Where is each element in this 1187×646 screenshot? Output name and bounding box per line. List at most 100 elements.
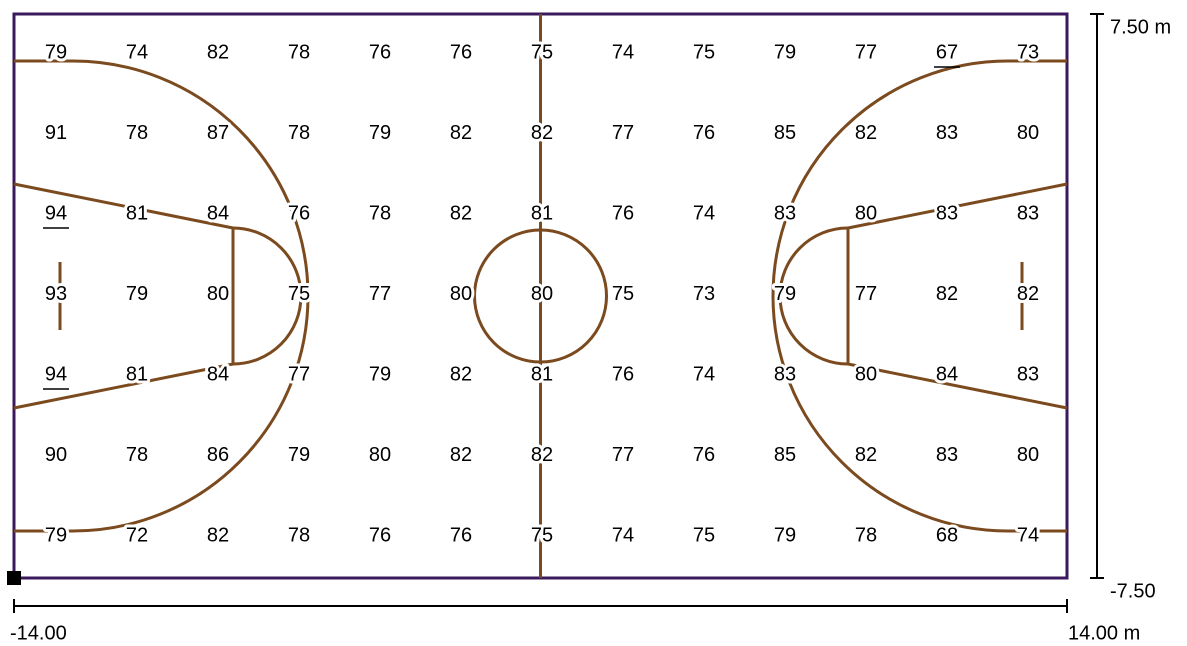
- illuminance-value: 82: [1017, 283, 1039, 305]
- illuminance-value: 76: [693, 122, 715, 144]
- illuminance-value: 81: [126, 202, 148, 224]
- illuminance-value: 84: [936, 363, 958, 385]
- illuminance-value: 85: [774, 122, 796, 144]
- illuminance-value: 77: [288, 363, 310, 385]
- illuminance-value: 81: [531, 202, 553, 224]
- illuminance-value: 76: [612, 363, 634, 385]
- illuminance-value: 77: [612, 444, 634, 466]
- illuminance-value: 76: [450, 524, 472, 546]
- illuminance-value: 80: [369, 444, 391, 466]
- illuminance-value: 82: [855, 444, 877, 466]
- illuminance-value: 78: [126, 122, 148, 144]
- illuminance-value: 86: [207, 444, 229, 466]
- illuminance-value: 82: [531, 444, 553, 466]
- illuminance-value: 77: [369, 283, 391, 305]
- illuminance-value: 68: [936, 524, 958, 546]
- illuminance-value: 79: [45, 41, 67, 63]
- x-left-label: -14.00: [10, 622, 67, 644]
- illuminance-value: 74: [126, 41, 148, 63]
- illuminance-value: 67: [936, 41, 958, 63]
- illuminance-value: 75: [693, 524, 715, 546]
- illuminance-value: 83: [936, 202, 958, 224]
- illuminance-value: 77: [855, 41, 877, 63]
- illuminance-value: 82: [936, 283, 958, 305]
- dimension-lines: [13, 13, 1104, 613]
- illuminance-value: 75: [531, 41, 553, 63]
- court-markings: [13, 14, 1068, 578]
- illuminance-value: 94: [45, 363, 67, 385]
- illuminance-value: 81: [531, 363, 553, 385]
- illuminance-value: 79: [126, 283, 148, 305]
- illuminance-value: 78: [126, 444, 148, 466]
- illuminance-value: 83: [936, 122, 958, 144]
- illuminance-value: 83: [1017, 202, 1039, 224]
- illuminance-value: 93: [45, 283, 67, 305]
- illuminance-value: 83: [774, 202, 796, 224]
- illuminance-value: 85: [774, 444, 796, 466]
- illuminance-value: 82: [531, 122, 553, 144]
- illuminance-value: 78: [288, 122, 310, 144]
- illuminance-value: 76: [450, 41, 472, 63]
- illuminance-value: 76: [693, 444, 715, 466]
- illuminance-value: 90: [45, 444, 67, 466]
- illuminance-value: 80: [855, 363, 877, 385]
- illuminance-value: 79: [774, 41, 796, 63]
- illuminance-value: 84: [207, 202, 229, 224]
- illuminance-value: 76: [288, 202, 310, 224]
- illuminance-value: 79: [288, 444, 310, 466]
- illuminance-value: 78: [369, 202, 391, 224]
- illuminance-value: 94: [45, 202, 67, 224]
- illuminance-value: 82: [450, 122, 472, 144]
- illuminance-value: 81: [126, 363, 148, 385]
- illuminance-value: 82: [207, 524, 229, 546]
- illuminance-value: 79: [369, 122, 391, 144]
- illuminance-value: 75: [288, 283, 310, 305]
- illuminance-value: 82: [855, 122, 877, 144]
- illuminance-value: 79: [774, 524, 796, 546]
- illuminance-value: 83: [936, 444, 958, 466]
- illuminance-value: 82: [450, 363, 472, 385]
- illuminance-value: 80: [450, 283, 472, 305]
- illuminance-value: 80: [531, 283, 553, 305]
- illuminance-value: 87: [207, 122, 229, 144]
- illuminance-value: 74: [693, 363, 715, 385]
- illuminance-value: 78: [288, 524, 310, 546]
- illuminance-value: 76: [369, 524, 391, 546]
- illuminance-value: 78: [855, 524, 877, 546]
- illuminance-value: 83: [1017, 363, 1039, 385]
- y-bottom-label: -7.50: [1110, 580, 1156, 602]
- illuminance-value: 82: [450, 444, 472, 466]
- illuminance-value: 79: [369, 363, 391, 385]
- illuminance-value: 74: [612, 524, 634, 546]
- illuminance-value: 80: [1017, 122, 1039, 144]
- illuminance-value: 83: [774, 363, 796, 385]
- illuminance-value: 72: [126, 524, 148, 546]
- illuminance-value: 74: [612, 41, 634, 63]
- illuminance-value: 91: [45, 122, 67, 144]
- illuminance-value: 73: [693, 283, 715, 305]
- illuminance-value: 75: [531, 524, 553, 546]
- illuminance-value: 82: [450, 202, 472, 224]
- illuminance-value: 82: [207, 41, 229, 63]
- illuminance-value: 77: [612, 122, 634, 144]
- illuminance-value: 80: [207, 283, 229, 305]
- illuminance-value: 80: [855, 202, 877, 224]
- illuminance-value: 73: [1017, 41, 1039, 63]
- illuminance-value: 77: [855, 283, 877, 305]
- illuminance-value: 76: [612, 202, 634, 224]
- illuminance-value: 74: [693, 202, 715, 224]
- illuminance-value: 80: [1017, 444, 1039, 466]
- y-top-label: 7.50 m: [1110, 16, 1171, 38]
- illuminance-value: 79: [774, 283, 796, 305]
- illuminance-value: 84: [207, 363, 229, 385]
- illuminance-value: 78: [288, 41, 310, 63]
- illuminance-grid: 79 74 82 78 76 76 75 74 75 79 77 67 73 91 78 87 78 79 82 82…: [42, 38, 1042, 549]
- illuminance-value: 74: [1017, 524, 1039, 546]
- x-right-label: 14.00 m: [1068, 622, 1140, 644]
- illuminance-value: 76: [369, 41, 391, 63]
- origin-marker: [7, 571, 21, 585]
- illuminance-value: 79: [45, 524, 67, 546]
- illuminance-value: 75: [612, 283, 634, 305]
- illuminance-value: 75: [693, 41, 715, 63]
